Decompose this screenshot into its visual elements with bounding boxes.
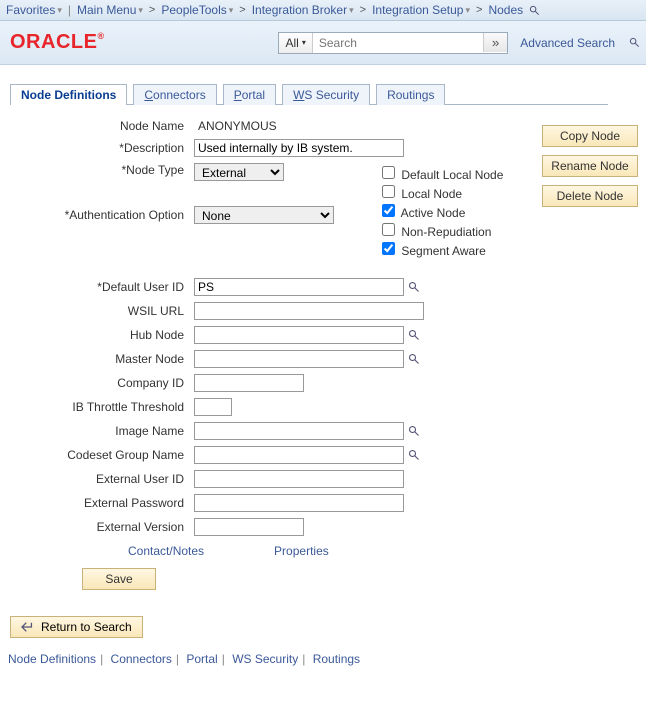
bottom-link-node-definitions[interactable]: Node Definitions (8, 652, 96, 666)
check-nonrep[interactable]: Non-Repudiation (378, 220, 503, 239)
form-area: Node Name ANONYMOUS Description Node Typ… (8, 119, 534, 590)
main-menu[interactable]: Main Menu (77, 3, 143, 17)
search-bar: ORACLE® All▾ » Advanced Search (0, 21, 646, 65)
bottom-link-routings[interactable]: Routings (313, 652, 360, 666)
throttle-label: IB Throttle Threshold (8, 400, 194, 414)
codeset-label: Codeset Group Name (8, 448, 194, 462)
save-button[interactable]: Save (82, 568, 156, 590)
ext-pass-label: External Password (8, 496, 194, 510)
check-active[interactable]: Active Node (378, 201, 503, 220)
tab-node-definitions[interactable]: Node Definitions (10, 84, 127, 105)
lookup-icon[interactable] (408, 425, 420, 437)
favorites-menu[interactable]: Favorites (6, 3, 62, 17)
bottom-link-connectors[interactable]: Connectors (111, 652, 172, 666)
top-breadcrumb-bar: Favorites | Main Menu > PeopleTools > In… (0, 0, 646, 21)
copy-node-button[interactable]: Copy Node (542, 125, 638, 147)
checkbox-nonrep[interactable] (382, 223, 395, 236)
return-icon (21, 621, 35, 633)
company-input[interactable] (194, 374, 304, 392)
rename-node-button[interactable]: Rename Node (542, 155, 638, 177)
lookup-icon[interactable] (408, 281, 420, 293)
ext-user-label: External User ID (8, 472, 194, 486)
delete-node-button[interactable]: Delete Node (542, 185, 638, 207)
search-scope-dropdown[interactable]: All▾ (279, 33, 312, 53)
breadcrumb-sep: > (476, 4, 482, 16)
properties-link[interactable]: Properties (274, 544, 329, 558)
checkbox-default-local[interactable] (382, 166, 395, 179)
default-user-input[interactable] (194, 278, 404, 296)
crumb-integration-setup[interactable]: Integration Setup (372, 3, 470, 17)
throttle-input[interactable] (194, 398, 232, 416)
hub-input[interactable] (194, 326, 404, 344)
image-label: Image Name (8, 424, 194, 438)
breadcrumb-sep: > (149, 4, 155, 16)
auth-option-select[interactable]: None (194, 206, 334, 224)
node-name-value: ANONYMOUS (194, 119, 277, 133)
oracle-logo: ORACLE® (10, 31, 105, 54)
tab-routings[interactable]: Routings (376, 84, 445, 105)
crumb-nodes[interactable]: Nodes (488, 3, 523, 17)
breadcrumb-sep: > (239, 4, 245, 16)
contact-notes-link[interactable]: Contact/Notes (128, 544, 204, 558)
ext-ver-input[interactable] (194, 518, 304, 536)
crumb-peopletools[interactable]: PeopleTools (161, 3, 233, 17)
wsil-label: WSIL URL (8, 304, 194, 318)
tab-connectors[interactable]: Connectors (133, 84, 216, 105)
description-label: Description (8, 141, 194, 155)
checkbox-segment[interactable] (382, 242, 395, 255)
node-type-select[interactable]: External (194, 163, 284, 181)
checkbox-local[interactable] (382, 185, 395, 198)
advanced-search-link[interactable]: Advanced Search (520, 36, 615, 50)
check-local[interactable]: Local Node (378, 182, 503, 201)
content-area: Node Name ANONYMOUS Description Node Typ… (0, 105, 646, 598)
lookup-icon[interactable] (408, 449, 420, 461)
search-input[interactable] (313, 33, 483, 53)
bottom-link-ws-security[interactable]: WS Security (232, 652, 298, 666)
bottom-links: Node Definitions| Connectors| Portal| WS… (8, 652, 646, 666)
node-name-label: Node Name (8, 119, 194, 133)
master-label: Master Node (8, 352, 194, 366)
master-input[interactable] (194, 350, 404, 368)
description-input[interactable] (194, 139, 404, 157)
checkbox-active[interactable] (382, 204, 395, 217)
breadcrumb-sep: > (360, 4, 366, 16)
codeset-input[interactable] (194, 446, 404, 464)
search-go-button[interactable]: » (483, 33, 507, 52)
lookup-icon[interactable] (408, 353, 420, 365)
lookup-icon[interactable] (408, 329, 420, 341)
search-icon[interactable] (629, 37, 640, 48)
image-input[interactable] (194, 422, 404, 440)
tab-strip: Node Definitions Connectors Portal WS Se… (10, 83, 608, 105)
hub-label: Hub Node (8, 328, 194, 342)
search-box: All▾ » (278, 32, 508, 54)
return-to-search-button[interactable]: Return to Search (10, 616, 143, 638)
default-user-label: Default User ID (8, 280, 194, 294)
search-icon[interactable] (529, 5, 540, 16)
crumb-integration-broker[interactable]: Integration Broker (252, 3, 354, 17)
bottom-link-portal[interactable]: Portal (186, 652, 217, 666)
ext-pass-input[interactable] (194, 494, 404, 512)
check-default-local[interactable]: Default Local Node (378, 163, 503, 182)
wsil-input[interactable] (194, 302, 424, 320)
company-label: Company ID (8, 376, 194, 390)
ext-ver-label: External Version (8, 520, 194, 534)
separator: | (68, 3, 71, 17)
side-buttons: Copy Node Rename Node Delete Node (542, 125, 638, 590)
check-segment[interactable]: Segment Aware (378, 239, 503, 258)
tab-ws-security[interactable]: WS Security (282, 84, 370, 105)
tab-portal[interactable]: Portal (223, 84, 276, 105)
auth-option-label: Authentication Option (8, 208, 194, 222)
node-type-label: Node Type (8, 163, 194, 177)
ext-user-input[interactable] (194, 470, 404, 488)
